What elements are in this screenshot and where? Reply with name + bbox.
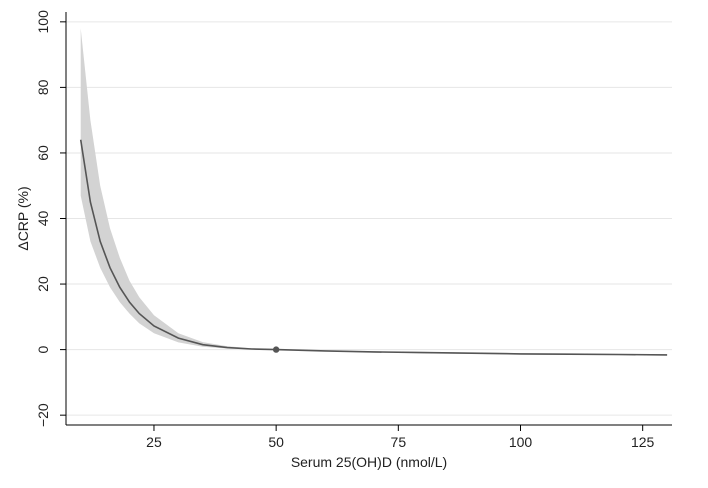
x-tick-label-50: 50: [268, 434, 284, 450]
x-tick-label-75: 75: [391, 434, 407, 450]
x-tick-label-125: 125: [631, 434, 655, 450]
axis-layer: −20 0 20 40 60 80 100 25 50 75 100 125: [35, 10, 672, 450]
x-tick-label-25: 25: [146, 434, 162, 450]
y-tick-label-40: 40: [35, 211, 51, 227]
x-tick-label-100: 100: [509, 434, 533, 450]
confidence-band-layer: [80, 28, 668, 356]
x-axis-title: Serum 25(OH)D (nmol/L): [291, 454, 447, 470]
y-axis-title: ΔCRP (%): [15, 186, 31, 250]
y-tick-label-100: 100: [35, 10, 51, 34]
confidence-band: [80, 28, 668, 356]
y-tick-label-60: 60: [35, 145, 51, 161]
reference-point: [272, 346, 280, 353]
y-tick-label--20: −20: [35, 403, 51, 427]
y-tick-label-20: 20: [35, 276, 51, 292]
fitted-curve: [79, 139, 668, 356]
y-tick-label-0: 0: [35, 346, 51, 354]
curve-layer: [79, 139, 668, 356]
grid-layer: [66, 21, 672, 416]
y-tick-label-80: 80: [35, 79, 51, 95]
